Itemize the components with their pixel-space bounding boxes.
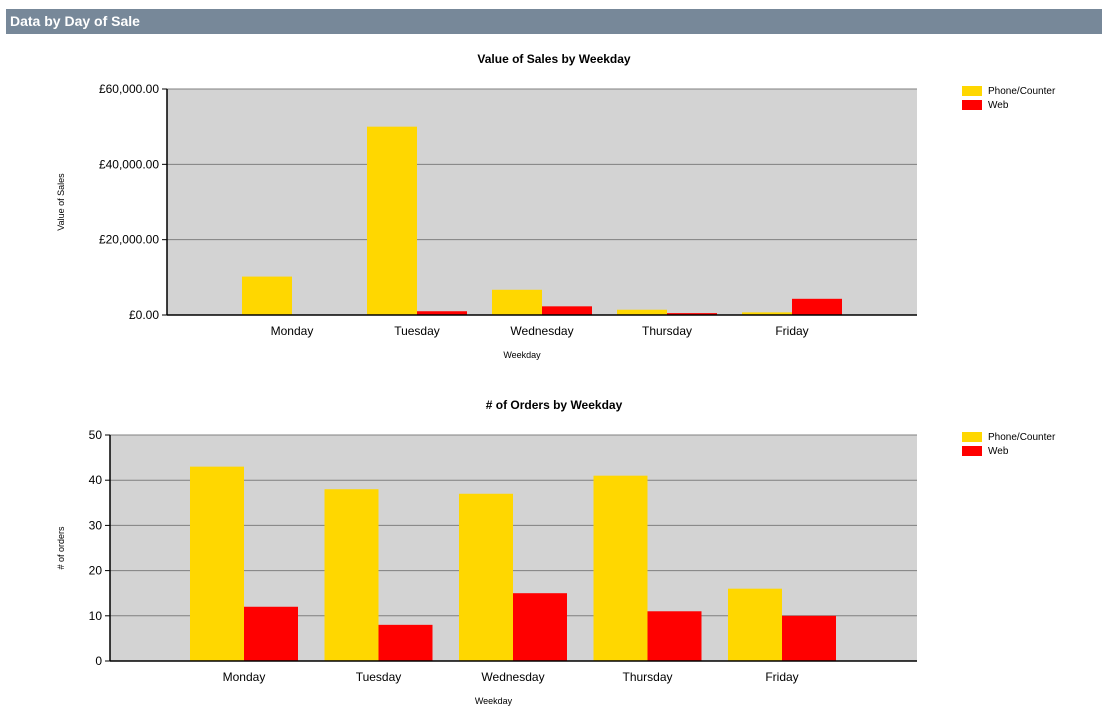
legend-label-phone: Phone/Counter <box>988 85 1056 97</box>
legend-swatch-phone <box>962 86 982 96</box>
bar-web-wednesday <box>542 306 592 315</box>
legend-item-phone: Phone/Counter <box>962 84 1055 98</box>
y-tick-label: 40 <box>89 473 103 487</box>
y-axis-title: Value of Sales <box>56 173 66 231</box>
legend-label-web: Web <box>988 99 1009 111</box>
bar-phone-wednesday <box>492 289 542 315</box>
bar-phone-wednesday <box>459 493 513 661</box>
y-tick-label: 30 <box>89 518 103 532</box>
chart-title: Value of Sales by Weekday <box>477 52 631 66</box>
bar-phone-friday <box>742 312 792 315</box>
section-header: Data by Day of Sale <box>6 9 1102 34</box>
legend-swatch-phone <box>962 432 982 442</box>
x-tick-label: Wednesday <box>510 324 573 338</box>
x-axis-title: Weekday <box>475 696 513 706</box>
bar-phone-friday <box>728 588 782 661</box>
legend-label-web: Web <box>988 445 1009 457</box>
x-tick-label: Thursday <box>642 324 692 338</box>
orders-count-chart: # of Orders by Weekday 0 10 20 30 40 50 Monday… <box>0 390 1108 720</box>
chart-legend: Phone/Counter Web <box>962 84 1055 112</box>
chart-legend: Phone/Counter Web <box>962 430 1055 458</box>
orders-count-chart-svg: 0 10 20 30 40 50 Monday Tuesday Wednesday Thursda… <box>56 428 917 706</box>
x-tick-label: Friday <box>775 324 808 338</box>
bar-phone-monday <box>242 276 292 315</box>
bar-phone-tuesday <box>324 489 379 661</box>
chart-title: # of Orders by Weekday <box>485 398 623 412</box>
x-tick-label: Monday <box>223 670 266 684</box>
bar-web-wednesday <box>513 593 567 661</box>
bar-web-friday <box>782 615 836 661</box>
bar-phone-thursday <box>593 475 648 661</box>
sales-value-chart: Value of Sales by Weekday £0.00 £20,000.0… <box>0 44 1108 368</box>
bar-phone-thursday <box>617 309 667 315</box>
y-tick-label: 0 <box>95 654 102 668</box>
y-tick-label: £60,000.00 <box>99 82 159 96</box>
bar-web-tuesday <box>417 311 467 315</box>
x-axis-title: Weekday <box>503 350 541 360</box>
bar-web-thursday <box>667 313 717 315</box>
bar-web-monday <box>244 606 298 661</box>
x-tick-label: Tuesday <box>356 670 402 684</box>
sales-value-chart-svg: £0.00 £20,000.00 £40,000.00 £60,000.00 Monda… <box>56 82 917 360</box>
y-axis-title: # of orders <box>56 526 66 570</box>
x-tick-label: Friday <box>765 670 798 684</box>
bar-phone-monday <box>190 466 244 661</box>
x-tick-label: Tuesday <box>394 324 440 338</box>
x-tick-label: Wednesday <box>481 670 544 684</box>
bar-phone-tuesday <box>367 126 417 316</box>
x-tick-label: Thursday <box>622 670 672 684</box>
legend-label-phone: Phone/Counter <box>988 431 1056 443</box>
bar-web-friday <box>792 298 842 315</box>
bar-web-tuesday <box>378 624 433 661</box>
y-tick-label: 20 <box>89 564 103 578</box>
y-tick-label: £20,000.00 <box>99 233 159 247</box>
legend-swatch-web <box>962 100 982 110</box>
legend-swatch-web <box>962 446 982 456</box>
legend-item-phone: Phone/Counter <box>962 430 1055 444</box>
bar-web-thursday <box>647 611 702 661</box>
y-tick-label: 10 <box>89 609 103 623</box>
y-tick-label: £0.00 <box>129 308 159 322</box>
legend-item-web: Web <box>962 444 1055 458</box>
x-tick-label: Monday <box>271 324 314 338</box>
y-tick-label: £40,000.00 <box>99 157 159 171</box>
y-tick-label: 50 <box>89 428 103 442</box>
legend-item-web: Web <box>962 98 1055 112</box>
